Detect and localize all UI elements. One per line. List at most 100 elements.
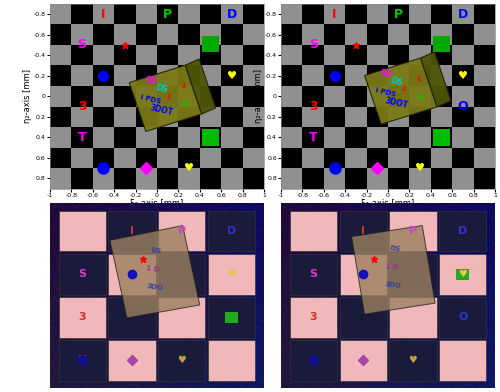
Bar (440, 297, 486, 338)
Bar (410, 4, 431, 24)
Text: P: P (163, 8, 172, 21)
Text: DS: DS (389, 245, 400, 252)
Bar (72, 24, 93, 45)
Bar (202, 36, 219, 52)
Bar (452, 4, 473, 24)
Bar (158, 297, 206, 338)
Bar (281, 4, 302, 24)
Bar (345, 107, 366, 127)
Bar (474, 24, 495, 45)
Bar (178, 4, 200, 24)
Bar (366, 86, 388, 107)
Bar (200, 65, 221, 86)
Text: ♥: ♥ (458, 71, 468, 81)
Text: 1: 1 (164, 93, 170, 100)
Text: SO: SO (379, 68, 392, 80)
Bar (302, 24, 324, 45)
Bar (93, 86, 114, 107)
Bar (93, 127, 114, 147)
Bar (431, 147, 452, 168)
Text: I PDS: I PDS (140, 94, 162, 105)
Bar (302, 107, 324, 127)
Text: 3DO: 3DO (385, 281, 402, 289)
Bar (58, 340, 106, 381)
Text: DS: DS (390, 76, 404, 87)
Text: S: S (309, 269, 317, 279)
Bar (221, 45, 242, 65)
Bar (208, 254, 256, 294)
Bar (281, 127, 302, 147)
Polygon shape (352, 225, 435, 314)
Bar (340, 254, 386, 294)
Polygon shape (130, 65, 202, 131)
Bar (221, 168, 242, 189)
Bar (474, 107, 495, 127)
Bar (410, 86, 431, 107)
Text: 1 D: 1 D (146, 265, 160, 273)
Text: T: T (78, 131, 86, 144)
Bar (388, 107, 409, 127)
X-axis label: ξ₂-axis [mm]: ξ₂-axis [mm] (362, 199, 414, 208)
Bar (93, 45, 114, 65)
Bar (456, 269, 469, 280)
Bar (242, 24, 264, 45)
Bar (93, 4, 114, 24)
Bar (290, 340, 337, 381)
Bar (281, 86, 302, 107)
Bar (114, 24, 136, 45)
Bar (136, 86, 157, 107)
Text: O: O (458, 312, 468, 322)
Bar (157, 147, 178, 168)
Bar (200, 107, 221, 127)
Bar (108, 340, 156, 381)
Y-axis label: η₂-axis [mm]: η₂-axis [mm] (24, 69, 32, 123)
Text: DS: DS (150, 247, 162, 255)
Bar (93, 168, 114, 189)
Text: D: D (458, 8, 468, 21)
Text: 3: 3 (78, 312, 86, 322)
Bar (431, 65, 452, 86)
Bar (390, 211, 436, 251)
Bar (108, 254, 156, 294)
Bar (158, 254, 206, 294)
Bar (108, 211, 156, 251)
Text: D: D (458, 226, 468, 236)
Bar (226, 312, 238, 323)
Text: I: I (101, 8, 105, 21)
Text: O: O (416, 93, 424, 100)
Bar (136, 45, 157, 65)
Bar (324, 168, 345, 189)
Bar (366, 127, 388, 147)
Bar (345, 65, 366, 86)
Text: I: I (130, 226, 134, 236)
Text: S: S (78, 269, 86, 279)
Text: I: I (361, 226, 365, 236)
Text: D: D (226, 8, 237, 21)
Text: P: P (394, 8, 404, 21)
Bar (302, 65, 324, 86)
Bar (366, 4, 388, 24)
Text: O: O (181, 100, 188, 107)
Bar (290, 211, 337, 251)
Bar (157, 107, 178, 127)
Text: ♥: ♥ (227, 71, 237, 81)
Bar (221, 86, 242, 107)
Bar (178, 45, 200, 65)
Bar (324, 4, 345, 24)
Bar (178, 86, 200, 107)
Bar (431, 107, 452, 127)
Bar (390, 297, 436, 338)
Bar (136, 168, 157, 189)
Text: SO: SO (144, 75, 158, 87)
Text: 3: 3 (310, 312, 317, 322)
Bar (178, 127, 200, 147)
Bar (390, 340, 436, 381)
Bar (345, 147, 366, 168)
Bar (50, 45, 72, 65)
Bar (242, 65, 264, 86)
Bar (202, 129, 219, 145)
Bar (221, 127, 242, 147)
Bar (410, 45, 431, 65)
Bar (50, 86, 72, 107)
Bar (114, 65, 136, 86)
